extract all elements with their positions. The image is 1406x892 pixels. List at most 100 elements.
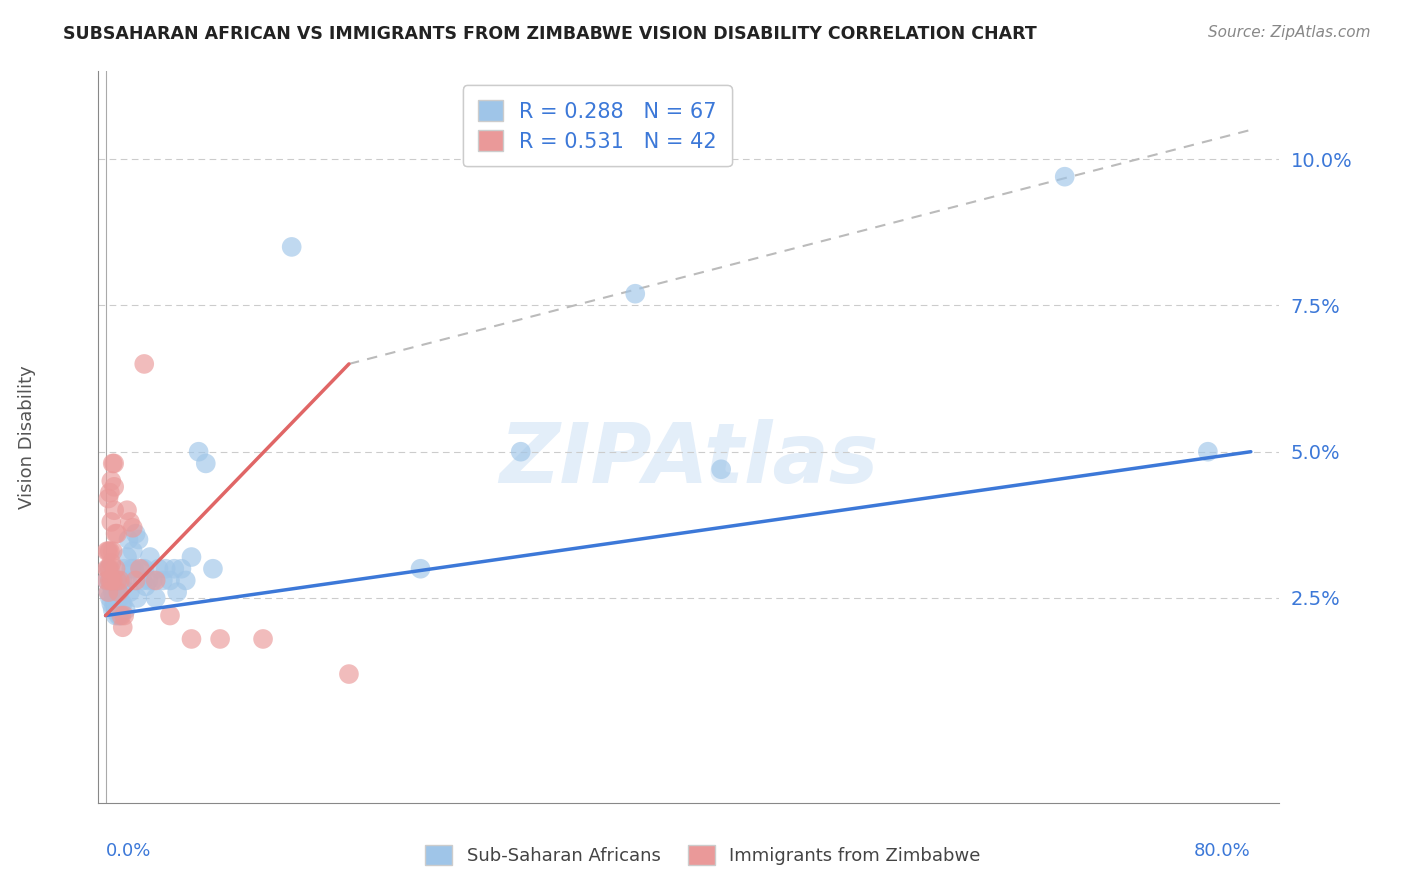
Point — [108, 574, 131, 588]
Point — [115, 574, 138, 588]
Point — [100, 556, 122, 570]
Point — [97, 585, 120, 599]
Point — [97, 491, 120, 506]
Point — [145, 591, 167, 605]
Point — [117, 533, 139, 547]
Point — [409, 562, 432, 576]
Point — [107, 585, 129, 599]
Point — [1053, 169, 1076, 184]
Point — [111, 620, 134, 634]
Point — [103, 480, 125, 494]
Point — [107, 608, 129, 623]
Point — [104, 591, 127, 605]
Point — [124, 526, 146, 541]
Point — [111, 574, 134, 588]
Point — [105, 603, 128, 617]
Y-axis label: Vision Disability: Vision Disability — [18, 365, 37, 509]
Point — [118, 585, 141, 599]
Point — [159, 574, 181, 588]
Text: ZIPAtlas: ZIPAtlas — [499, 418, 879, 500]
Point — [108, 608, 131, 623]
Point — [108, 579, 131, 593]
Point — [101, 574, 124, 588]
Point — [101, 603, 124, 617]
Point — [170, 562, 193, 576]
Point — [96, 544, 118, 558]
Point — [112, 608, 135, 623]
Point — [209, 632, 232, 646]
Point — [105, 574, 128, 588]
Point — [174, 574, 197, 588]
Point — [110, 608, 132, 623]
Legend: R = 0.288   N = 67, R = 0.531   N = 42: R = 0.288 N = 67, R = 0.531 N = 42 — [463, 86, 731, 166]
Point — [101, 457, 124, 471]
Point — [103, 591, 125, 605]
Point — [105, 574, 128, 588]
Point — [101, 585, 124, 599]
Point — [128, 533, 150, 547]
Point — [180, 549, 202, 564]
Point — [163, 562, 186, 576]
Legend: Sub-Saharan Africans, Immigrants from Zimbabwe: Sub-Saharan Africans, Immigrants from Zi… — [418, 838, 988, 872]
Point — [1197, 444, 1219, 458]
Point — [110, 597, 132, 611]
Text: 80.0%: 80.0% — [1194, 842, 1251, 860]
Point — [105, 526, 128, 541]
Point — [101, 544, 124, 558]
Point — [96, 574, 118, 588]
Point — [110, 579, 132, 593]
Point — [111, 597, 134, 611]
Text: Source: ZipAtlas.com: Source: ZipAtlas.com — [1208, 25, 1371, 40]
Point — [108, 591, 131, 605]
Point — [120, 562, 142, 576]
Point — [104, 579, 127, 593]
Point — [115, 549, 138, 564]
Point — [98, 562, 121, 576]
Point — [103, 579, 125, 593]
Point — [100, 474, 122, 488]
Point — [97, 585, 120, 599]
Point — [148, 562, 170, 576]
Point — [103, 597, 125, 611]
Point — [201, 562, 224, 576]
Point — [114, 603, 136, 617]
Point — [194, 457, 217, 471]
Point — [129, 562, 152, 576]
Point — [138, 574, 160, 588]
Point — [124, 574, 146, 588]
Point — [710, 462, 733, 476]
Point — [107, 591, 129, 605]
Point — [100, 574, 122, 588]
Point — [98, 544, 121, 558]
Point — [104, 526, 127, 541]
Point — [112, 562, 135, 576]
Point — [152, 574, 174, 588]
Point — [280, 240, 302, 254]
Point — [155, 562, 177, 576]
Point — [122, 562, 145, 576]
Point — [509, 444, 531, 458]
Point — [98, 574, 121, 588]
Point — [103, 457, 125, 471]
Point — [134, 357, 156, 371]
Point — [100, 579, 122, 593]
Point — [180, 632, 202, 646]
Point — [98, 591, 121, 605]
Point — [125, 591, 148, 605]
Point — [187, 444, 209, 458]
Point — [159, 608, 181, 623]
Point — [100, 597, 122, 611]
Point — [98, 485, 121, 500]
Point — [252, 632, 274, 646]
Point — [100, 515, 122, 529]
Point — [135, 579, 157, 593]
Point — [96, 574, 118, 588]
Point — [118, 515, 141, 529]
Point — [142, 574, 165, 588]
Point — [134, 562, 156, 576]
Point — [97, 562, 120, 576]
Point — [101, 574, 124, 588]
Point — [139, 549, 162, 564]
Text: SUBSAHARAN AFRICAN VS IMMIGRANTS FROM ZIMBABWE VISION DISABILITY CORRELATION CHA: SUBSAHARAN AFRICAN VS IMMIGRANTS FROM ZI… — [63, 25, 1038, 43]
Point — [145, 574, 167, 588]
